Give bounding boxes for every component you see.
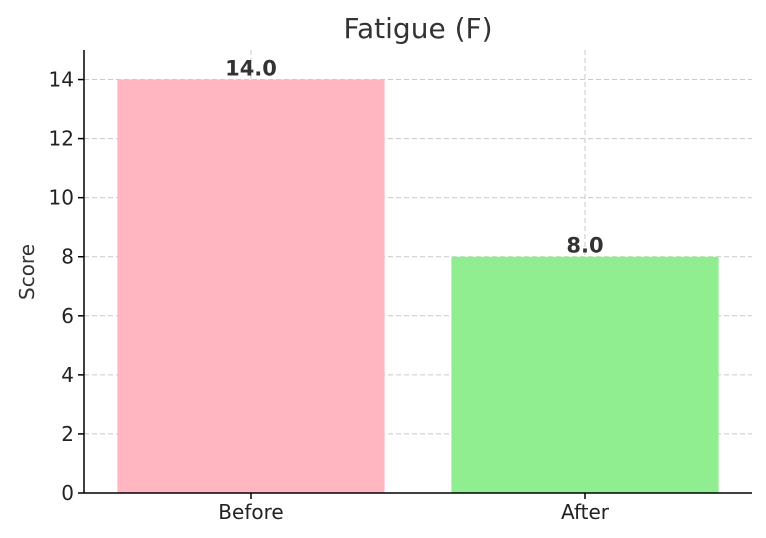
y-tick-label: 14 [49, 68, 74, 92]
bar-before [117, 79, 385, 494]
y-tick-label: 12 [49, 127, 74, 151]
y-tick-label: 10 [49, 186, 74, 210]
x-tick-label: Before [218, 500, 283, 524]
axes [78, 50, 752, 499]
labels: 0 2 4 6 8 10 12 14 Before 14.0 After 8.0 [49, 57, 610, 524]
y-tick-label: 6 [61, 304, 74, 328]
y-tick-label: 0 [61, 481, 74, 505]
data-label-before: 14.0 [225, 57, 277, 81]
y-tick-label: 8 [61, 245, 74, 269]
x-tick-label: After [561, 500, 610, 524]
data-label-after: 8.0 [566, 234, 603, 258]
y-axis-label: Score [15, 244, 39, 300]
chart-title: Fatigue (F) [343, 12, 492, 45]
bar-after [451, 256, 719, 493]
bars [117, 79, 719, 494]
y-tick-label: 2 [61, 422, 74, 446]
y-tick-label: 4 [61, 363, 74, 387]
